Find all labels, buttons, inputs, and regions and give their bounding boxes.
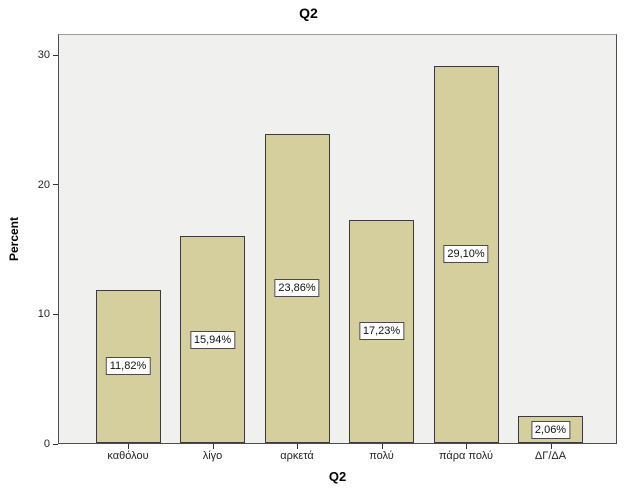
bar-value-label-1: 15,94%	[189, 330, 236, 349]
x-tick-mark-4	[466, 444, 467, 449]
bar-0: 11,82%	[95, 289, 161, 443]
x-tick-label-5: ΔΓ/ΔΑ	[534, 450, 567, 462]
y-tick-mark-0	[53, 443, 58, 445]
x-tick-label-0: καθόλου	[107, 450, 149, 462]
bar-value-label-4: 29,10%	[443, 245, 489, 264]
bar-value-label-2: 23,86%	[274, 279, 320, 298]
chart-title: Q2	[299, 5, 318, 21]
y-tick-mark-2	[53, 184, 58, 186]
x-tick-mark-1	[212, 444, 214, 449]
bar-value-label-3: 17,23%	[358, 322, 405, 341]
x-tick-label-3: πολύ	[369, 450, 394, 462]
bar-2: 23,86%	[264, 133, 330, 443]
y-tick-label-0: 0	[43, 438, 50, 450]
x-tick-mark-0	[128, 444, 129, 449]
x-tick-label-1: λίγο	[202, 450, 223, 462]
y-axis-title: Percent	[7, 216, 21, 262]
y-tick-mark-3	[53, 54, 58, 56]
y-tick-label-3: 30	[37, 49, 50, 61]
y-tick-label-1: 10	[37, 308, 50, 321]
x-tick-mark-5	[550, 444, 552, 449]
x-tick-label-2: αρκετά	[280, 450, 314, 462]
bar-4: 29,10%	[433, 65, 499, 443]
x-axis-title: Q2	[328, 469, 347, 484]
bar-value-label-0: 11,82%	[105, 357, 151, 376]
bar-1: 15,94%	[180, 236, 245, 443]
bar-5: 2,06%	[518, 416, 583, 443]
x-tick-mark-3	[381, 444, 383, 449]
bar-value-label-5: 2,06%	[530, 420, 571, 439]
y-tick-mark-1	[53, 313, 58, 315]
x-tick-mark-2	[297, 444, 298, 449]
y-tick-label-2: 20	[37, 178, 50, 191]
x-tick-label-4: πάρα πολύ	[438, 450, 494, 462]
bar-3: 17,23%	[349, 219, 414, 443]
plot-area: 11,82% 15,94% 23,86% 17,23% 29,10% 2,06%	[58, 34, 617, 444]
